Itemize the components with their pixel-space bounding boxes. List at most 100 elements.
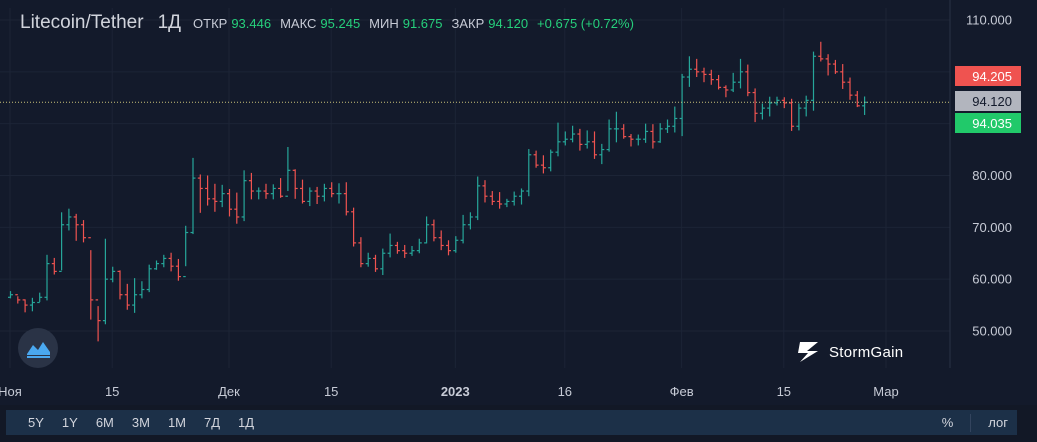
- ohlc-bar: [460, 214, 466, 244]
- ohlc-bar: [679, 73, 685, 137]
- ohlc-bar: [8, 291, 13, 299]
- price-chart[interactable]: 50.00060.00070.00080.00090.000100.000110…: [0, 0, 1037, 405]
- ohlc-bar: [278, 178, 284, 198]
- timeframe-label[interactable]: 1Д: [157, 12, 182, 33]
- ohlc-bar: [256, 187, 262, 200]
- price-axis[interactable]: 50.00060.00070.00080.00090.000100.000110…: [965, 13, 1012, 339]
- ohlc-bar: [467, 212, 473, 230]
- ohlc-bar: [102, 238, 108, 325]
- y-tick-label: 50.000: [972, 324, 1012, 339]
- ohlc-bar: [95, 299, 101, 342]
- stormgain-logo-icon: [798, 342, 818, 362]
- ohlc-bar: [234, 192, 240, 224]
- ohlc-bar: [665, 119, 670, 133]
- ohlc-bar: [227, 188, 232, 217]
- range-button[interactable]: 5Y: [28, 415, 44, 430]
- ohlc-bar: [37, 292, 43, 304]
- ohlc-bar: [752, 88, 758, 123]
- ohlc-bar: [533, 150, 539, 168]
- ohlc-bar: [117, 270, 123, 300]
- range-button[interactable]: 6M: [95, 415, 114, 430]
- ohlc-bar: [329, 182, 335, 198]
- toolbar-separator: [970, 413, 972, 432]
- ohlc-bar: [592, 131, 597, 159]
- tradingview-logo-icon[interactable]: [18, 328, 58, 368]
- ohlc-bar: [73, 213, 79, 241]
- ohlc-bar: [570, 125, 576, 143]
- ohlc-bar: [358, 237, 364, 268]
- x-tick-label: Мар: [873, 384, 898, 399]
- svg-text:94.120: 94.120: [972, 94, 1012, 109]
- x-tick-label: 16: [558, 384, 572, 399]
- ohlc-series: [8, 41, 868, 342]
- ohlc-bar: [818, 41, 824, 62]
- ohlc-bar: [81, 220, 86, 243]
- close-value: 94.120: [488, 16, 529, 31]
- x-tick-label: Фев: [670, 384, 694, 399]
- grid: [0, 8, 950, 368]
- ohlc-bar: [387, 233, 393, 258]
- ohlc-bar: [789, 98, 795, 131]
- ohlc-bar: [548, 149, 554, 172]
- y-tick-label: 110.000: [966, 13, 1012, 28]
- range-button[interactable]: 7Д: [204, 415, 221, 430]
- ohlc-bar: [183, 225, 189, 278]
- ohlc-bar: [825, 54, 831, 76]
- ohlc-bar: [723, 85, 729, 98]
- ohlc-bar: [343, 182, 349, 216]
- ohlc-bar: [154, 260, 159, 270]
- ohlc-bar: [796, 103, 802, 131]
- ohlc-bar: [241, 170, 247, 222]
- percent-scale-button[interactable]: %: [941, 415, 954, 430]
- ohlc-bar: [321, 183, 327, 202]
- ohlc-bar: [774, 96, 780, 106]
- ohlc-bar: [650, 124, 656, 149]
- ohlc-bar: [606, 119, 612, 152]
- close-label: ЗАКР: [451, 16, 485, 31]
- log-scale-button[interactable]: лог: [988, 415, 1008, 430]
- ohlc-bar: [738, 58, 743, 89]
- ohlc-bar: [66, 208, 72, 231]
- range-button[interactable]: 1Y: [61, 415, 78, 430]
- ohlc-bar: [489, 191, 495, 206]
- y-tick-label: 60.000: [972, 272, 1012, 287]
- range-button[interactable]: 3M: [131, 415, 150, 430]
- ohlc-bar: [811, 51, 816, 111]
- ohlc-bar: [139, 281, 145, 299]
- ohlc-bar: [416, 238, 422, 254]
- ohlc-bar: [212, 183, 218, 212]
- ohlc-bar: [51, 257, 57, 275]
- ohlc-bar: [132, 278, 138, 313]
- ohlc-bar: [409, 245, 415, 256]
- ohlc-bar: [22, 299, 28, 313]
- symbol-name[interactable]: Litecoin/Tether: [20, 12, 144, 33]
- ohlc-bar: [504, 198, 510, 208]
- ohlc-bar: [373, 254, 378, 272]
- x-tick-label: Ноя: [0, 384, 22, 399]
- ohlc-bar: [803, 95, 809, 117]
- scale-options: % лог: [920, 413, 1017, 432]
- bid-price-tag: 94.035: [955, 113, 1021, 133]
- ohlc-bar: [519, 188, 524, 205]
- ohlc-bar: [431, 219, 437, 242]
- range-button[interactable]: 1M: [167, 415, 186, 430]
- ohlc-bar: [730, 72, 736, 93]
- ohlc-bar: [88, 237, 94, 320]
- ohlc-bar: [657, 123, 663, 143]
- ohlc-bar: [15, 294, 21, 304]
- ohlc-bar: [438, 230, 444, 251]
- ohlc-bar: [584, 130, 590, 149]
- ohlc-bar: [219, 184, 225, 208]
- ohlc-bar: [336, 183, 342, 204]
- brand-watermark: StormGain: [796, 340, 903, 364]
- ohlc-bar: [628, 134, 634, 147]
- ohlc-bar: [446, 240, 451, 256]
- range-bar: 5Y 1Y 6M 3M 1M 7Д 1Д % лог: [6, 410, 1017, 435]
- range-button[interactable]: 1Д: [238, 415, 255, 430]
- time-axis[interactable]: Ноя 15 Дек 15 2023 16 Фев 15 Мар: [0, 384, 899, 399]
- ohlc-bar: [307, 187, 313, 207]
- ohlc-bar: [555, 122, 561, 157]
- bottom-toolbar: 5Y 1Y 6M 3M 1M 7Д 1Д % лог: [0, 405, 1037, 442]
- ohlc-bar: [351, 207, 357, 247]
- ohlc-bar: [716, 74, 722, 90]
